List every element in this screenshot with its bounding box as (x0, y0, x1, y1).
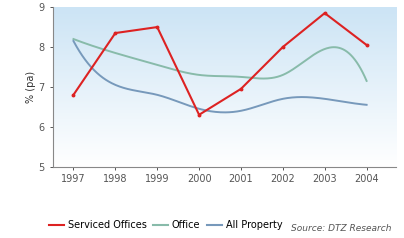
Legend: Serviced Offices, Office, All Property: Serviced Offices, Office, All Property (45, 216, 286, 234)
Y-axis label: % (pa): % (pa) (26, 71, 36, 103)
Text: Source: DTZ Research: Source: DTZ Research (291, 224, 392, 233)
